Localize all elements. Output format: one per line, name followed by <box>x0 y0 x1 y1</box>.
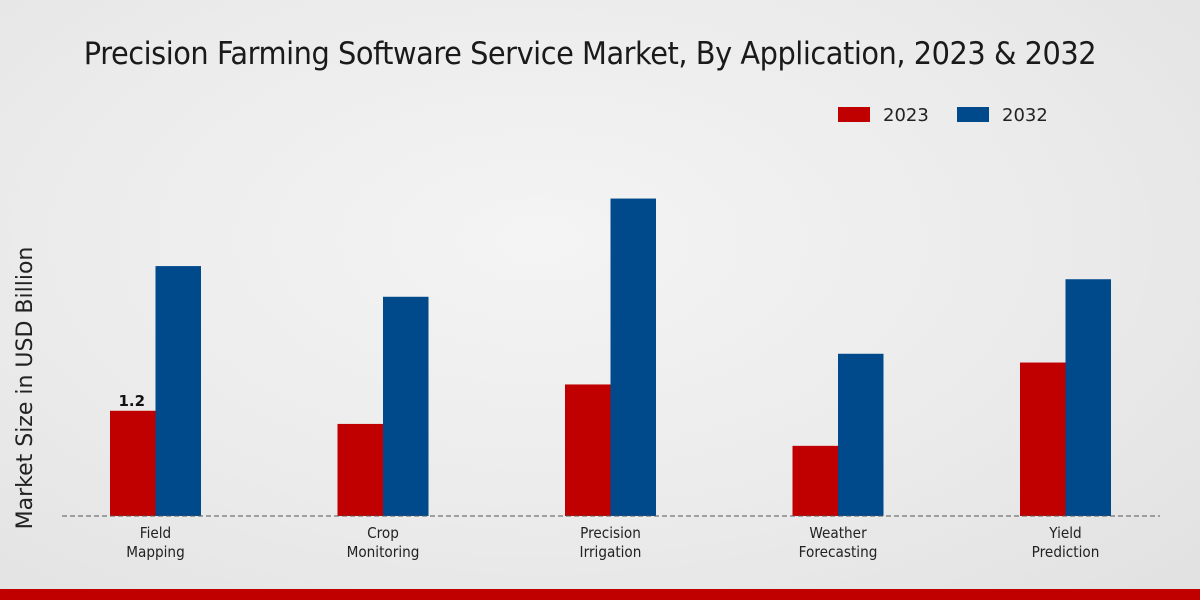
data-labels: 1.2 <box>118 392 145 410</box>
bar-2032-field-mapping <box>155 266 201 516</box>
bar-2032-weather-forecasting <box>838 353 884 516</box>
x-tick-label-precision-irrigation: Precision Irrigation <box>580 524 642 561</box>
legend-swatch-2023 <box>838 107 870 122</box>
chart-title: Precision Farming Software Service Marke… <box>83 36 1097 72</box>
bar-2032-yield-prediction <box>1065 279 1111 516</box>
x-tick-label-weather-forecasting: Weather Forecasting <box>799 524 878 561</box>
legend-label-2032: 2032 <box>1002 105 1048 126</box>
x-tick-label-crop-monitoring: Crop Monitoring <box>347 524 420 561</box>
x-tick-label-yield-prediction: Yield Prediction <box>1032 524 1100 561</box>
data-label: 1.2 <box>118 392 145 410</box>
x-tick-labels: Field Mapping Crop Monitoring Precision Irrig… <box>126 524 1099 561</box>
legend: 2023 2032 <box>838 105 1048 126</box>
legend-label-2023: 2023 <box>883 105 929 126</box>
bar-2023-weather-forecasting <box>792 445 838 516</box>
bar-2023-precision-irrigation <box>565 384 611 516</box>
bar-2023-crop-monitoring <box>337 423 383 516</box>
bar-2023-yield-prediction <box>1020 362 1066 516</box>
x-tick-label-field-mapping: Field Mapping <box>126 524 184 561</box>
footer-accent-bar <box>0 589 1200 600</box>
bar-2032-crop-monitoring <box>383 296 429 516</box>
bar-2032-precision-irrigation <box>610 198 656 517</box>
bar-2023-field-mapping <box>110 410 156 516</box>
y-axis-label: Market Size in USD Billion <box>13 247 38 530</box>
plot-area <box>62 198 1160 517</box>
legend-swatch-2032 <box>957 107 989 122</box>
